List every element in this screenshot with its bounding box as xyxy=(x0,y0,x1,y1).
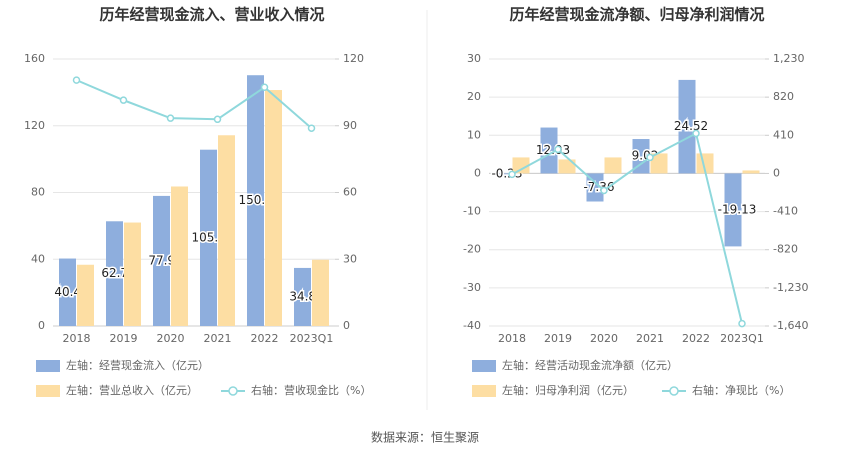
bar xyxy=(294,267,311,326)
legend-swatch xyxy=(472,360,496,372)
x-tick-label: 2020 xyxy=(590,332,618,345)
y2-tick-label: 90 xyxy=(343,119,357,132)
y2-tick-label: 820 xyxy=(773,90,794,103)
y2-tick-label: 120 xyxy=(343,52,364,65)
bar xyxy=(604,157,622,174)
legend-swatch xyxy=(472,385,496,397)
bar xyxy=(494,173,512,175)
y-tick-label: -30 xyxy=(463,281,481,294)
y2-tick-label: -410 xyxy=(773,205,798,218)
y-tick-label: 0 xyxy=(38,319,45,332)
legend-label: 左轴：营业总收入（亿元） xyxy=(66,383,198,397)
bar xyxy=(153,195,170,326)
bar xyxy=(586,173,604,202)
point xyxy=(307,124,316,132)
y-tick-label: 30 xyxy=(467,52,481,65)
legend-label: 左轴：归母净利润（亿元） xyxy=(502,383,634,397)
bar xyxy=(265,90,282,326)
bar xyxy=(724,173,742,247)
x-tick-label: 2021 xyxy=(204,332,232,345)
x-tick-label: 2022 xyxy=(682,332,710,345)
bar xyxy=(200,149,217,326)
y-tick-label: 10 xyxy=(467,128,481,141)
legend-label: 右轴：净现比（%） xyxy=(692,383,790,397)
point xyxy=(738,319,746,328)
data-label: -19.13 xyxy=(718,202,757,216)
bar xyxy=(678,79,696,174)
y2-tick-label: 1,230 xyxy=(773,52,805,65)
bar xyxy=(106,221,123,326)
y-tick-label: 40 xyxy=(31,252,45,265)
y-tick-label: -10 xyxy=(463,205,481,218)
legend-swatch xyxy=(228,386,238,396)
chart-title: 历年经营现金流净额、归母净利润情况 xyxy=(509,6,764,24)
y2-tick-label: -1,640 xyxy=(773,319,808,332)
y-tick-label: 80 xyxy=(31,186,45,199)
bar xyxy=(696,153,714,174)
point xyxy=(646,153,654,162)
legend-label: 右轴：营收现金比（%） xyxy=(251,383,371,397)
point xyxy=(166,114,175,122)
legend-swatch xyxy=(36,360,60,372)
bar xyxy=(218,135,235,326)
y2-tick-label: -820 xyxy=(773,243,798,256)
bar xyxy=(77,264,94,326)
y-tick-label: -40 xyxy=(463,319,481,332)
legend-label: 左轴：经营现金流入（亿元） xyxy=(66,358,209,372)
bar xyxy=(558,159,576,174)
y2-tick-label: 60 xyxy=(343,186,357,199)
y-tick-label: 160 xyxy=(24,52,45,65)
bar xyxy=(247,75,264,327)
bar xyxy=(632,139,650,174)
x-tick-label: 2018 xyxy=(498,332,526,345)
y-tick-label: -20 xyxy=(463,243,481,256)
y-tick-label: 20 xyxy=(467,90,481,103)
x-tick-label: 2019 xyxy=(544,332,572,345)
bar xyxy=(171,186,188,326)
point xyxy=(260,83,269,92)
y2-tick-label: 0 xyxy=(773,166,780,179)
chart-title: 历年经营现金流入、营业收入情况 xyxy=(99,6,324,24)
point xyxy=(213,115,222,124)
x-tick-label: 2022 xyxy=(251,332,279,345)
point xyxy=(692,129,700,138)
point xyxy=(119,96,128,104)
point xyxy=(508,170,516,179)
x-tick-label: 2018 xyxy=(63,332,91,345)
data-label: 24.52 xyxy=(674,119,708,133)
y2-tick-label: 410 xyxy=(773,128,794,141)
legend-swatch xyxy=(36,385,60,397)
point xyxy=(72,76,81,84)
y2-tick-label: 0 xyxy=(343,319,350,332)
x-tick-label: 2019 xyxy=(110,332,138,345)
legend-label: 左轴：经营活动现金流净额（亿元） xyxy=(502,358,678,372)
y2-tick-label: -1,230 xyxy=(773,281,808,294)
x-tick-label: 2023Q1 xyxy=(290,332,334,345)
x-tick-label: 2023Q1 xyxy=(720,332,764,345)
bar xyxy=(540,127,558,174)
bar xyxy=(650,153,668,174)
line xyxy=(76,79,313,129)
source: 数据来源：恒生聚源 xyxy=(371,430,479,445)
line xyxy=(511,131,743,324)
bar xyxy=(59,258,76,326)
y-tick-label: 0 xyxy=(474,166,481,179)
x-tick-label: 2020 xyxy=(157,332,185,345)
legend-swatch xyxy=(669,386,679,396)
y-tick-label: 120 xyxy=(24,119,45,132)
point xyxy=(554,145,562,154)
y2-tick-label: 30 xyxy=(343,252,357,265)
point xyxy=(600,186,608,195)
x-tick-label: 2021 xyxy=(636,332,664,345)
bar xyxy=(124,222,141,326)
bar xyxy=(742,170,760,174)
bar xyxy=(512,157,530,174)
bar xyxy=(312,259,329,326)
